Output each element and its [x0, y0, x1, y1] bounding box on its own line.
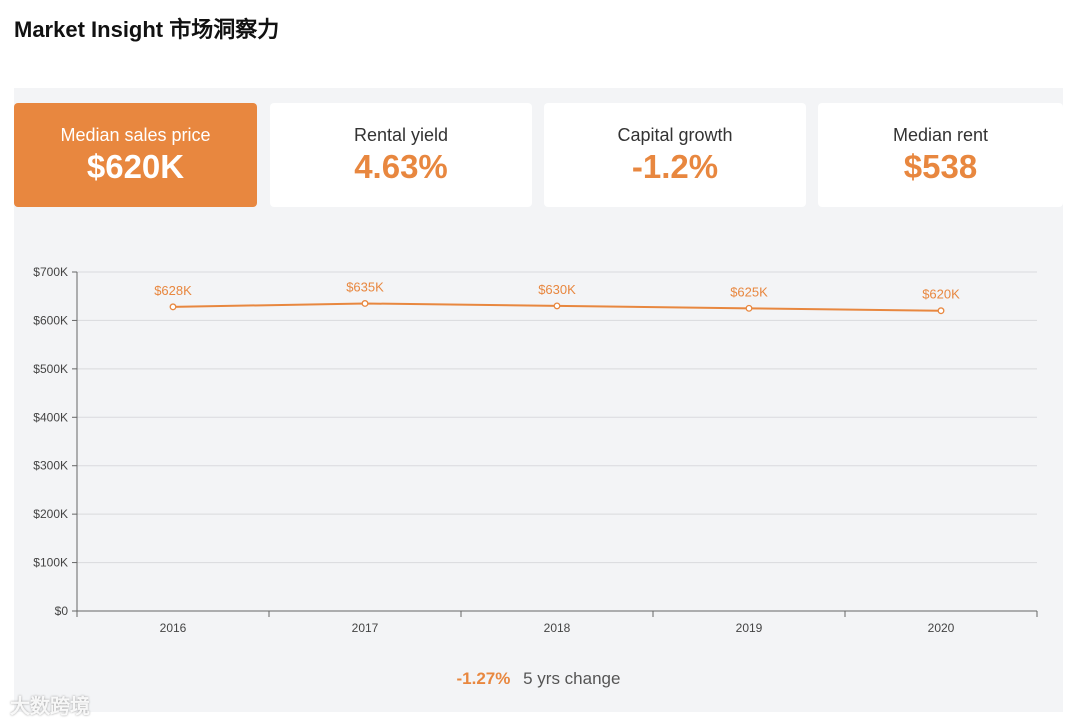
x-tick-label: 2019: [736, 621, 763, 635]
y-tick-label: $400K: [33, 410, 68, 424]
change-percent: -1.27%: [456, 669, 511, 688]
y-tick-label: $0: [55, 604, 69, 618]
data-label: $628K: [154, 283, 192, 298]
y-tick-label: $700K: [33, 265, 68, 279]
y-tick-label: $300K: [33, 459, 68, 473]
data-label: $630K: [538, 282, 576, 297]
data-point[interactable]: [745, 304, 753, 312]
x-tick-label: 2017: [352, 621, 379, 635]
market-insight-panel: Median sales price $620K Rental yield 4.…: [14, 88, 1063, 712]
data-label: $625K: [730, 284, 768, 299]
x-tick-label: 2018: [544, 621, 571, 635]
data-point[interactable]: [937, 307, 945, 315]
card-value: $538: [903, 148, 978, 185]
card-value: -1.2%: [631, 148, 719, 185]
data-point[interactable]: [361, 300, 369, 307]
card-value: $620K: [86, 148, 185, 185]
x-tick-label: 2016: [160, 621, 187, 635]
card-label: Rental yield: [353, 125, 449, 145]
card-label: Median rent: [892, 125, 989, 145]
page-title: Market Insight 市场洞察力: [14, 17, 280, 42]
x-tick-label: 2020: [928, 621, 955, 635]
change-label: 5 yrs change: [523, 669, 621, 688]
card-label: Median sales price: [60, 125, 211, 145]
card-rental-yield[interactable]: Rental yield 4.63%: [270, 103, 532, 207]
y-tick-label: $500K: [33, 362, 68, 376]
data-point[interactable]: [553, 302, 561, 310]
y-tick-label: $200K: [33, 507, 68, 521]
data-label: $635K: [346, 279, 384, 294]
five-year-change: -1.27% 5 yrs change: [14, 669, 1063, 689]
watermark: 大数跨境: [10, 696, 90, 718]
card-median-rent[interactable]: Median rent $538: [818, 103, 1063, 207]
data-label: $620K: [922, 287, 960, 302]
card-capital-growth[interactable]: Capital growth -1.2%: [544, 103, 806, 207]
median-price-line-chart: $0 $100K $200K $300K $400K $500K $600K $700K 20…: [33, 265, 1038, 635]
card-value: 4.63%: [354, 148, 448, 185]
card-label: Capital growth: [617, 125, 733, 145]
y-tick-label: $100K: [33, 556, 68, 570]
y-tick-label: $600K: [33, 313, 68, 327]
card-median-sales-price[interactable]: Median sales price $620K: [14, 103, 257, 207]
data-point[interactable]: [169, 303, 177, 311]
